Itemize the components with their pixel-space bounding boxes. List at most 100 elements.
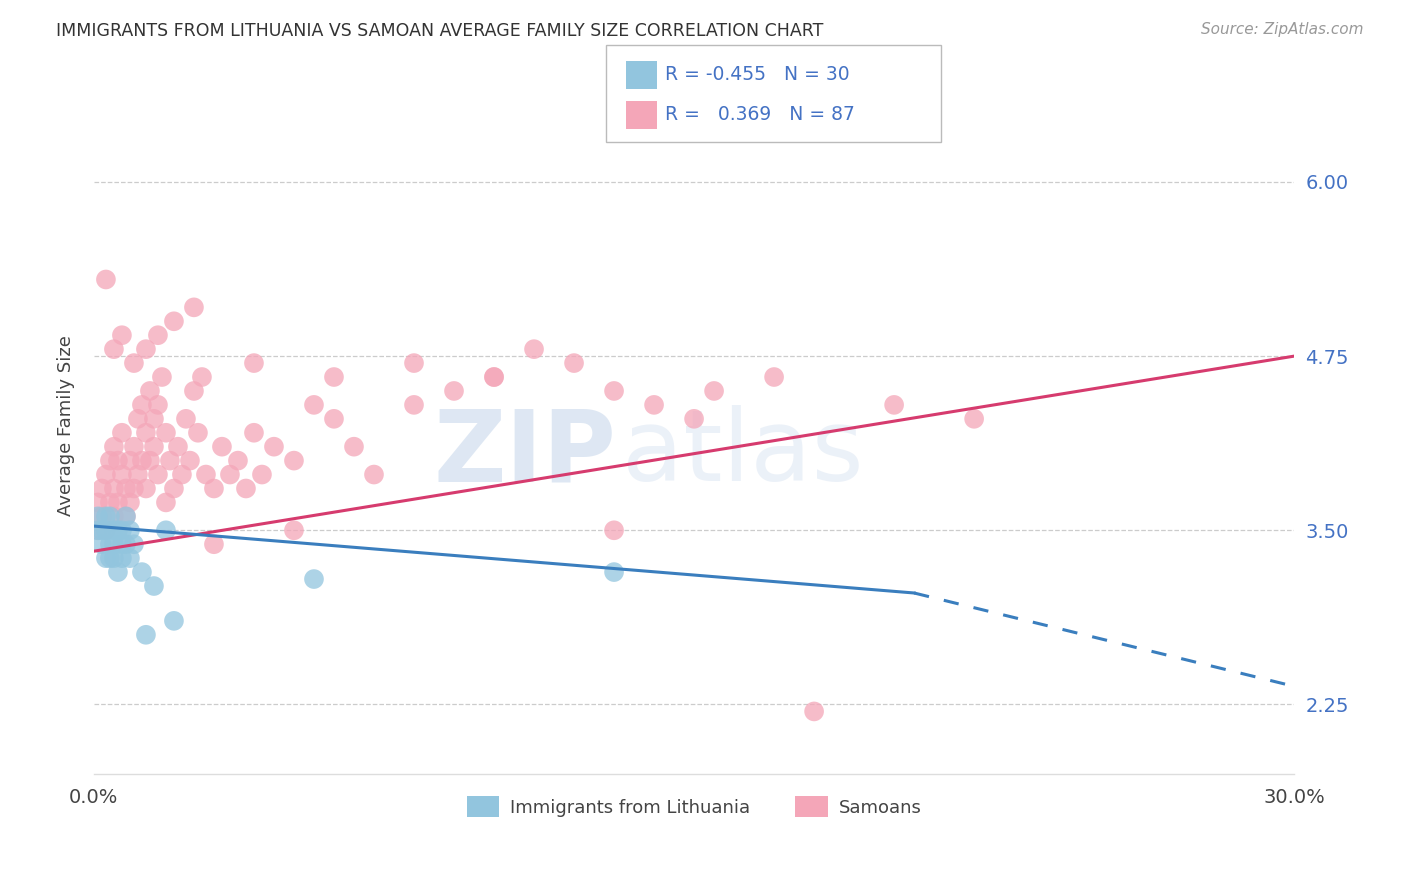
Point — [179, 453, 201, 467]
Point — [482, 370, 505, 384]
Point — [135, 628, 157, 642]
Point — [963, 412, 986, 426]
Point — [87, 523, 110, 537]
Point — [263, 440, 285, 454]
Point — [443, 384, 465, 398]
Point — [302, 572, 325, 586]
Point — [183, 301, 205, 315]
Point — [250, 467, 273, 482]
Point — [103, 523, 125, 537]
Point — [111, 467, 134, 482]
Point — [150, 370, 173, 384]
Point — [163, 614, 186, 628]
Point — [643, 398, 665, 412]
Point — [142, 579, 165, 593]
Point — [90, 509, 112, 524]
Point — [603, 523, 626, 537]
Point — [170, 467, 193, 482]
Point — [883, 398, 905, 412]
Text: Source: ZipAtlas.com: Source: ZipAtlas.com — [1201, 22, 1364, 37]
Point — [94, 551, 117, 566]
Point — [98, 509, 121, 524]
Point — [135, 482, 157, 496]
Point — [243, 425, 266, 440]
Point — [155, 495, 177, 509]
Point — [226, 453, 249, 467]
Point — [803, 705, 825, 719]
Point — [111, 425, 134, 440]
Point — [90, 523, 112, 537]
Point — [94, 467, 117, 482]
Point — [115, 509, 138, 524]
Point — [127, 467, 149, 482]
Point — [103, 440, 125, 454]
Point — [603, 565, 626, 579]
Point — [115, 509, 138, 524]
Point — [402, 356, 425, 370]
Point — [763, 370, 786, 384]
Point — [131, 565, 153, 579]
Text: R =   0.369   N = 87: R = 0.369 N = 87 — [665, 105, 855, 124]
Point — [115, 537, 138, 551]
Point — [118, 551, 141, 566]
Legend: Immigrants from Lithuania, Samoans: Immigrants from Lithuania, Samoans — [460, 789, 929, 824]
Point — [135, 425, 157, 440]
Point — [146, 467, 169, 482]
Point — [482, 370, 505, 384]
Text: IMMIGRANTS FROM LITHUANIA VS SAMOAN AVERAGE FAMILY SIZE CORRELATION CHART: IMMIGRANTS FROM LITHUANIA VS SAMOAN AVER… — [56, 22, 824, 40]
Point — [87, 523, 110, 537]
Point — [103, 537, 125, 551]
Point — [283, 523, 305, 537]
Point — [183, 384, 205, 398]
Point — [131, 398, 153, 412]
Point — [98, 495, 121, 509]
Point — [107, 523, 129, 537]
Point — [103, 551, 125, 566]
Point — [87, 509, 110, 524]
Point — [94, 523, 117, 537]
Point — [94, 523, 117, 537]
Point — [135, 342, 157, 356]
Point — [118, 453, 141, 467]
Point — [243, 356, 266, 370]
Point — [90, 482, 112, 496]
Point — [163, 482, 186, 496]
Point — [562, 356, 585, 370]
Point — [139, 384, 162, 398]
Point — [603, 384, 626, 398]
Point — [402, 398, 425, 412]
Point — [302, 398, 325, 412]
Point — [103, 342, 125, 356]
Point — [283, 453, 305, 467]
Point — [107, 495, 129, 509]
Point — [103, 482, 125, 496]
Point — [202, 537, 225, 551]
Text: ZIP: ZIP — [433, 405, 616, 502]
Point — [139, 453, 162, 467]
Point — [118, 495, 141, 509]
Point — [94, 509, 117, 524]
Point — [202, 482, 225, 496]
Point — [94, 272, 117, 286]
Point — [155, 523, 177, 537]
Point — [323, 370, 346, 384]
Point — [111, 537, 134, 551]
Point — [167, 440, 190, 454]
Point — [111, 551, 134, 566]
Point — [87, 495, 110, 509]
Point — [111, 328, 134, 343]
Point — [523, 342, 546, 356]
Point — [90, 537, 112, 551]
Point — [111, 523, 134, 537]
Point — [98, 537, 121, 551]
Point — [163, 314, 186, 328]
Point — [98, 551, 121, 566]
Point — [142, 440, 165, 454]
Point — [118, 523, 141, 537]
Text: atlas: atlas — [621, 405, 863, 502]
Point — [211, 440, 233, 454]
Point — [174, 412, 197, 426]
Point — [191, 370, 214, 384]
Point — [115, 482, 138, 496]
Point — [146, 328, 169, 343]
